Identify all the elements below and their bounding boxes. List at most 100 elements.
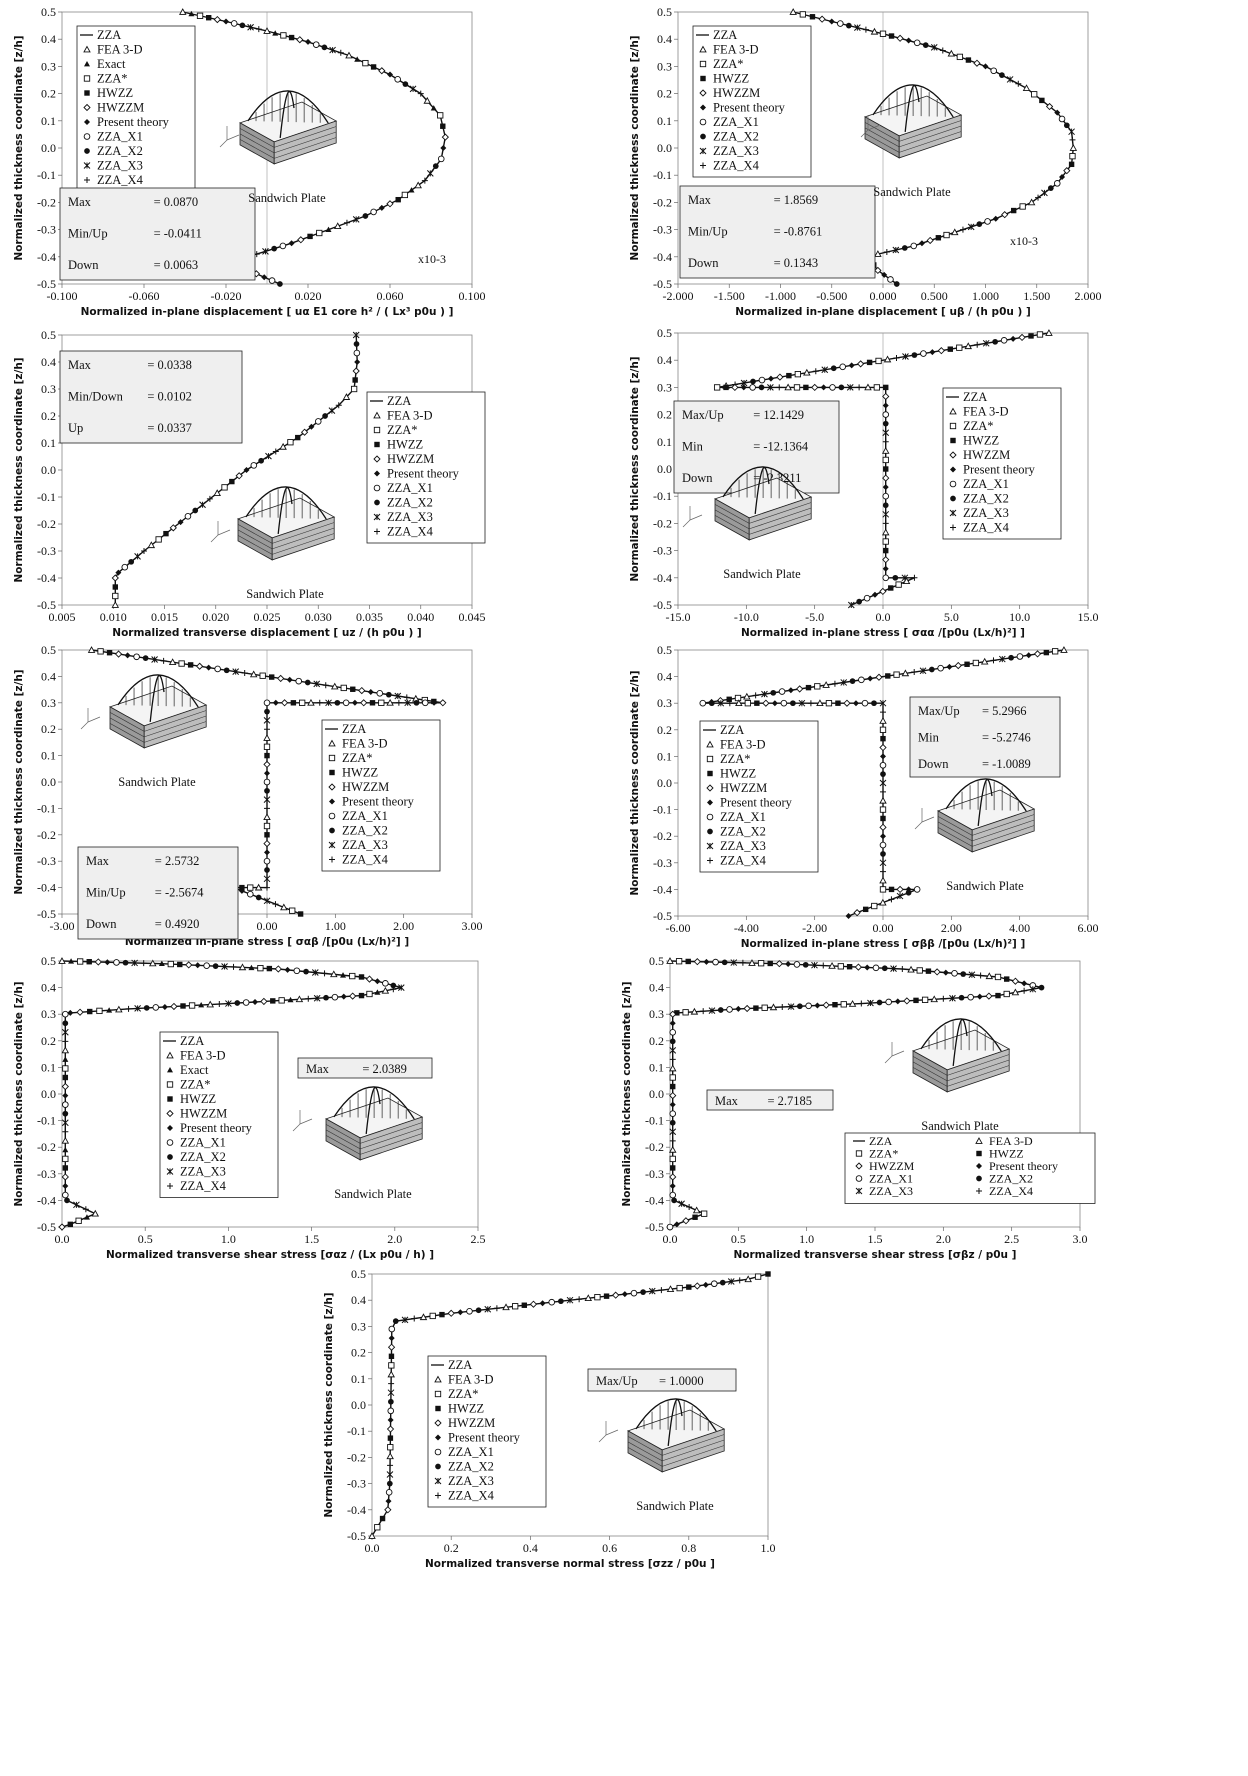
legend-marker (84, 61, 90, 67)
data-point-marker (381, 986, 390, 994)
series-line-zza (702, 649, 1065, 917)
x-tick-label: -0.100 (47, 289, 78, 303)
x-tick-label: 0.00 (873, 921, 894, 935)
value-number: = -1.0089 (982, 757, 1031, 771)
data-point-marker (893, 281, 900, 287)
data-point-marker (529, 1300, 538, 1308)
data-point-marker (316, 229, 323, 237)
data-point-marker (387, 1407, 395, 1415)
sinusoidal-load-arc (279, 90, 295, 138)
legend-entry: ZZA_X3 (448, 1474, 494, 1488)
data-point-marker (885, 673, 891, 679)
data-point-marker (1008, 654, 1014, 661)
legend-marker (706, 842, 714, 850)
data-point-marker (911, 669, 918, 676)
data-point-marker (232, 668, 240, 676)
y-tick-label: 0.3 (41, 382, 56, 396)
data-point-marker (367, 688, 374, 695)
legend-entry: ZZA_X1 (342, 809, 388, 823)
data-point-marker (1011, 977, 1020, 985)
x-tick-label: 1.0 (761, 1541, 776, 1555)
data-point-marker (152, 1004, 160, 1011)
y-tick-label: -0.4 (37, 881, 56, 895)
plate-layer-line (325, 1135, 361, 1155)
value-label: Down (86, 917, 117, 931)
x-tick-label: 0.5 (731, 1232, 746, 1246)
plate-layer-line (144, 721, 207, 743)
data-point-marker (205, 664, 212, 671)
legend-entry: ZZA_X2 (387, 496, 433, 510)
data-point-marker (249, 670, 258, 678)
data-point-marker (151, 656, 158, 663)
data-point-marker (97, 648, 104, 655)
plate-label: Sandwich Plate (873, 185, 951, 199)
data-point-marker (225, 1000, 232, 1007)
data-point-marker (385, 691, 392, 698)
data-point-marker (457, 1309, 464, 1316)
data-point-marker (767, 384, 774, 391)
data-point-marker (858, 1000, 865, 1007)
legend-entry: ZZA (963, 390, 987, 404)
data-point-marker (982, 63, 989, 70)
data-point-marker (134, 1005, 141, 1012)
data-point-marker (880, 851, 886, 857)
legend-marker (328, 739, 336, 747)
y-tick-label: -0.3 (37, 544, 56, 558)
value-label: Min/Up (68, 226, 108, 240)
data-point-marker (264, 752, 270, 759)
y-tick-label: 0.1 (657, 114, 672, 128)
y-tick-label: 0.3 (657, 59, 672, 73)
x-tick-label: 0.005 (49, 610, 76, 624)
data-point-marker (352, 331, 360, 339)
data-point-marker (394, 692, 402, 700)
data-point-marker (735, 1005, 742, 1012)
legend-marker (374, 499, 380, 506)
data-point-marker (803, 384, 809, 391)
legend-entry: ZZA (387, 394, 411, 408)
data-point-marker (111, 574, 119, 582)
data-point-marker (780, 699, 788, 707)
plate-layer-line (899, 125, 962, 148)
data-point-marker (879, 717, 887, 724)
y-tick-label: -0.1 (645, 1114, 664, 1128)
legend-entry: ZZA (448, 1358, 472, 1372)
data-point-marker (922, 42, 929, 48)
data-point-marker (329, 46, 336, 54)
data-point-marker (388, 1335, 395, 1342)
data-point-marker (882, 474, 890, 482)
data-point-marker (349, 992, 357, 1000)
legend-marker (373, 411, 381, 419)
y-tick-label: 0.4 (41, 981, 56, 995)
data-point-marker (307, 233, 313, 240)
data-point-marker (340, 993, 347, 1000)
coordinate-axes-icon (914, 808, 935, 830)
data-point-marker (160, 657, 167, 664)
legend-entry: Present theory (180, 1121, 253, 1135)
data-point-marker (790, 700, 796, 707)
value-box (679, 185, 876, 279)
data-point-marker (974, 341, 981, 348)
data-point-marker (1001, 211, 1009, 219)
data-point-marker (466, 1307, 473, 1315)
data-point-marker (374, 1524, 381, 1531)
data-point-marker (947, 49, 956, 57)
data-point-marker (829, 384, 836, 391)
data-point-marker (387, 1462, 394, 1469)
legend-marker (329, 856, 335, 863)
data-point-marker (158, 960, 165, 967)
plate-layer-line (274, 131, 337, 154)
data-point-marker (180, 1003, 186, 1009)
legend-marker (373, 484, 381, 492)
plate-layer-line (662, 1445, 725, 1467)
data-point-marker (388, 1325, 396, 1333)
legend-marker (949, 451, 957, 459)
data-point-marker (423, 96, 432, 104)
plate-layer-line (912, 1067, 948, 1087)
value-number: = 0.0063 (154, 258, 199, 272)
x-tick-label: -3.00 (50, 919, 75, 933)
data-point-marker (296, 36, 304, 44)
data-point-marker (128, 558, 135, 565)
data-point-marker (880, 735, 886, 742)
legend-marker (700, 162, 706, 169)
data-point-marker (743, 692, 751, 700)
